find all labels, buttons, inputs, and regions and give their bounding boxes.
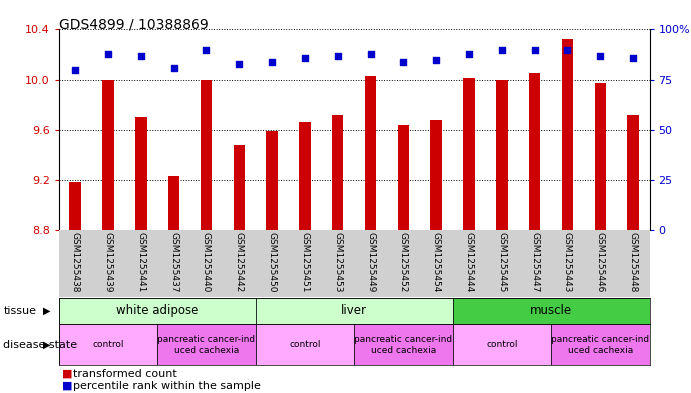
Text: muscle: muscle	[530, 304, 572, 318]
Bar	[365, 76, 377, 230]
Point	[627, 54, 638, 61]
Point	[398, 59, 409, 65]
Text: GSM1255439: GSM1255439	[104, 232, 113, 292]
Point	[529, 46, 540, 53]
Text: tissue: tissue	[3, 306, 37, 316]
Bar	[453, 298, 650, 324]
Text: GSM1255437: GSM1255437	[169, 232, 178, 292]
Text: GSM1255448: GSM1255448	[629, 232, 638, 292]
Text: GSM1255454: GSM1255454	[432, 232, 441, 292]
Text: GSM1255438: GSM1255438	[70, 232, 79, 292]
Text: disease state: disease state	[3, 340, 77, 350]
Text: pancreatic cancer-ind
uced cachexia: pancreatic cancer-ind uced cachexia	[354, 335, 453, 354]
Text: GSM1255442: GSM1255442	[235, 232, 244, 292]
Bar	[594, 83, 606, 230]
Text: ■: ■	[62, 369, 73, 379]
Bar	[135, 117, 146, 230]
Text: GSM1255440: GSM1255440	[202, 232, 211, 292]
Text: liver: liver	[341, 304, 367, 318]
Point	[299, 54, 310, 61]
Text: control: control	[289, 340, 321, 349]
Bar	[168, 176, 180, 230]
Bar	[551, 324, 650, 365]
Text: GSM1255453: GSM1255453	[333, 232, 342, 292]
Bar	[463, 78, 475, 230]
Bar	[562, 40, 574, 230]
Bar	[299, 122, 311, 230]
Text: GDS4899 / 10388869: GDS4899 / 10388869	[59, 18, 209, 32]
Text: control: control	[486, 340, 518, 349]
Text: GSM1255449: GSM1255449	[366, 232, 375, 292]
Bar	[430, 120, 442, 230]
Text: control: control	[92, 340, 124, 349]
Text: pancreatic cancer-ind
uced cachexia: pancreatic cancer-ind uced cachexia	[158, 335, 256, 354]
Bar	[59, 324, 158, 365]
Bar	[59, 298, 256, 324]
Text: pancreatic cancer-ind
uced cachexia: pancreatic cancer-ind uced cachexia	[551, 335, 650, 354]
Bar	[266, 131, 278, 230]
Bar	[453, 324, 551, 365]
Bar	[256, 324, 354, 365]
Bar	[332, 115, 343, 230]
Text: percentile rank within the sample: percentile rank within the sample	[73, 381, 261, 391]
Bar	[397, 125, 409, 230]
Text: GSM1255445: GSM1255445	[498, 232, 507, 292]
Text: GSM1255446: GSM1255446	[596, 232, 605, 292]
Point	[562, 46, 573, 53]
Bar	[102, 80, 114, 230]
Bar	[256, 298, 453, 324]
Text: ▶: ▶	[44, 340, 50, 350]
Text: transformed count: transformed count	[73, 369, 176, 379]
Bar	[69, 182, 81, 230]
Bar	[158, 324, 256, 365]
Point	[496, 46, 507, 53]
Bar	[354, 324, 453, 365]
Text: GSM1255451: GSM1255451	[301, 232, 310, 292]
Point	[365, 50, 376, 57]
Point	[234, 61, 245, 67]
Point	[201, 46, 212, 53]
Point	[332, 52, 343, 59]
Text: white adipose: white adipose	[116, 304, 198, 318]
Text: GSM1255450: GSM1255450	[267, 232, 276, 292]
Text: ▶: ▶	[44, 306, 50, 316]
Point	[464, 50, 475, 57]
Text: ■: ■	[62, 381, 73, 391]
Text: GSM1255444: GSM1255444	[464, 232, 473, 292]
Point	[70, 66, 81, 73]
Bar	[496, 80, 508, 230]
Text: GSM1255443: GSM1255443	[563, 232, 572, 292]
Point	[595, 52, 606, 59]
Bar	[627, 115, 639, 230]
Text: GSM1255452: GSM1255452	[399, 232, 408, 292]
Bar	[234, 145, 245, 230]
Bar	[529, 73, 540, 230]
Point	[267, 59, 278, 65]
Point	[135, 52, 146, 59]
Point	[102, 50, 113, 57]
Point	[168, 64, 179, 71]
Text: GSM1255447: GSM1255447	[530, 232, 539, 292]
Text: GSM1255441: GSM1255441	[136, 232, 145, 292]
Bar	[200, 80, 212, 230]
Point	[430, 56, 442, 62]
